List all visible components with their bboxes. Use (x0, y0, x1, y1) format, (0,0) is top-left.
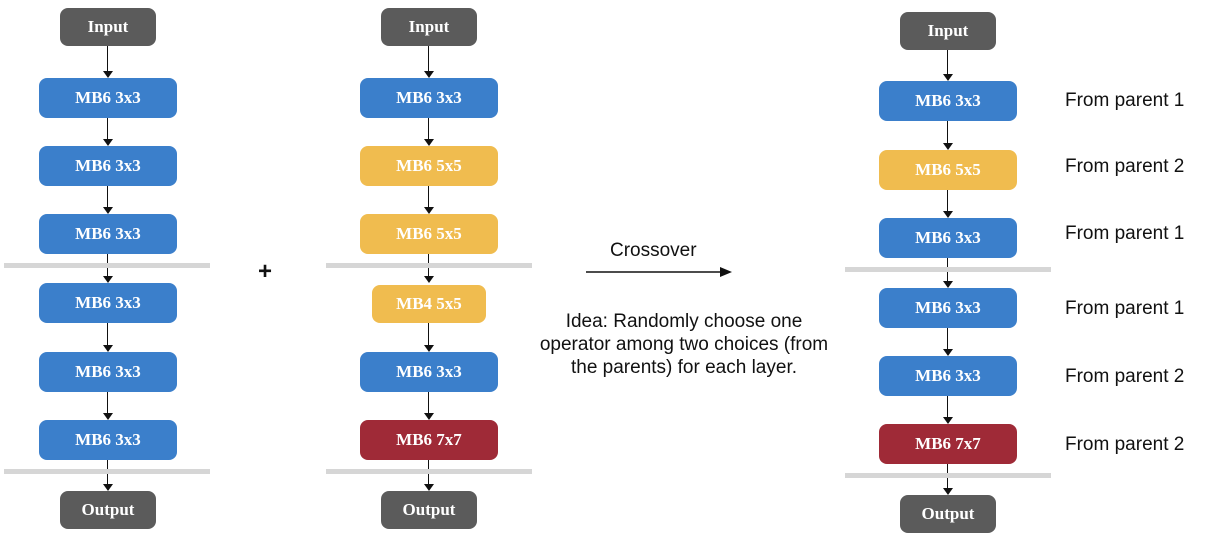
parent2-output-node: Output (381, 491, 477, 529)
child-layer-6: MB6 7x7 (879, 424, 1017, 464)
stage-separator (845, 473, 1051, 478)
parent1-input-node: Input (60, 8, 156, 46)
idea-text: Idea: Randomly choose one operator among… (539, 311, 829, 378)
child-layer-2-source: From parent 2 (1065, 156, 1185, 177)
parent2-layer-3: MB6 5x5 (360, 214, 498, 254)
parent1-layer-2: MB6 3x3 (39, 146, 177, 186)
crossover-arrow (586, 267, 732, 277)
arrow (103, 46, 113, 78)
arrow (424, 254, 434, 283)
arrow (943, 190, 953, 218)
child-layer-4-source: From parent 1 (1065, 298, 1185, 319)
parent1-layer-1: MB6 3x3 (39, 78, 177, 118)
parent2-layer-6: MB6 7x7 (360, 420, 498, 460)
parent2-layer-1: MB6 3x3 (360, 78, 498, 118)
arrow (103, 460, 113, 491)
stage-separator (326, 263, 532, 268)
child-layer-1-source: From parent 1 (1065, 90, 1185, 111)
arrow (103, 254, 113, 283)
child-layer-3: MB6 3x3 (879, 218, 1017, 258)
child-layer-2: MB6 5x5 (879, 150, 1017, 190)
arrow (103, 323, 113, 352)
arrow (424, 323, 434, 352)
child-input-node: Input (900, 12, 996, 50)
child-layer-5: MB6 3x3 (879, 356, 1017, 396)
stage-separator (845, 267, 1051, 272)
arrow (103, 118, 113, 146)
parent2-layer-2: MB6 5x5 (360, 146, 498, 186)
child-layer-4: MB6 3x3 (879, 288, 1017, 328)
arrow (103, 392, 113, 420)
parent1-layer-6: MB6 3x3 (39, 420, 177, 460)
child-layer-1: MB6 3x3 (879, 81, 1017, 121)
arrow (943, 258, 953, 288)
arrow (424, 46, 434, 78)
stage-separator (4, 263, 210, 268)
parent1-layer-3: MB6 3x3 (39, 214, 177, 254)
child-layer-3-source: From parent 1 (1065, 223, 1185, 244)
parent1-output-node: Output (60, 491, 156, 529)
arrow (943, 121, 953, 150)
child-output-node: Output (900, 495, 996, 533)
arrow (943, 464, 953, 495)
crossover-label: Crossover (610, 240, 697, 261)
parent2-input-node: Input (381, 8, 477, 46)
parent1-layer-4: MB6 3x3 (39, 283, 177, 323)
arrow (424, 118, 434, 146)
arrow (103, 186, 113, 214)
arrow (943, 50, 953, 81)
parent2-layer-4: MB4 5x5 (372, 285, 486, 323)
arrow (424, 460, 434, 491)
stage-separator (326, 469, 532, 474)
stage-separator (4, 469, 210, 474)
arrow (424, 186, 434, 214)
child-layer-5-source: From parent 2 (1065, 366, 1185, 387)
parent1-layer-5: MB6 3x3 (39, 352, 177, 392)
plus-sign: + (258, 258, 273, 285)
arrow (424, 392, 434, 420)
child-layer-6-source: From parent 2 (1065, 434, 1185, 455)
arrow (943, 328, 953, 356)
arrow (943, 396, 953, 424)
parent2-layer-5: MB6 3x3 (360, 352, 498, 392)
